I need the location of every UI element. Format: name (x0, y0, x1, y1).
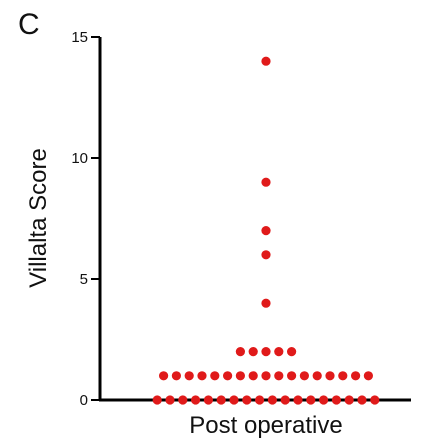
data-point (178, 395, 188, 405)
data-point (261, 56, 271, 66)
data-point (338, 371, 348, 381)
data-point (229, 395, 239, 405)
data-point (242, 395, 252, 405)
data-point (248, 371, 258, 381)
data-point (159, 371, 169, 381)
data-point (261, 250, 271, 260)
data-point (235, 371, 245, 381)
data-point (261, 298, 271, 308)
data-point (261, 177, 271, 187)
data-point (370, 395, 380, 405)
data-point (171, 371, 181, 381)
data-point (357, 395, 367, 405)
y-tick-label: 0 (80, 392, 88, 409)
data-point (261, 226, 271, 236)
data-point (293, 395, 303, 405)
y-axis-label: Villalta Score (25, 148, 52, 288)
data-point (351, 371, 361, 381)
data-point (280, 395, 290, 405)
data-points (152, 56, 380, 405)
data-point (363, 371, 373, 381)
data-point (274, 371, 284, 381)
data-point (203, 395, 213, 405)
data-point (306, 395, 316, 405)
data-point (267, 395, 277, 405)
data-point (312, 371, 322, 381)
data-point (248, 347, 258, 357)
data-point (235, 347, 245, 357)
y-axis: 0 5 10 15 (71, 29, 102, 409)
data-point (274, 347, 284, 357)
data-point (223, 371, 233, 381)
data-point (255, 395, 265, 405)
data-point (287, 371, 297, 381)
data-point (184, 371, 194, 381)
data-point (165, 395, 175, 405)
data-point (261, 347, 271, 357)
data-point (152, 395, 162, 405)
data-point (325, 371, 335, 381)
data-point (261, 371, 271, 381)
y-tick-label: 5 (80, 271, 88, 288)
data-point (191, 395, 201, 405)
data-point (197, 371, 207, 381)
y-tick-label: 15 (71, 29, 88, 46)
data-point (216, 395, 226, 405)
data-point (319, 395, 329, 405)
y-tick-label: 10 (71, 150, 88, 167)
x-category-label: Post operative (189, 412, 342, 439)
panel-label: C (18, 8, 40, 41)
data-point (299, 371, 309, 381)
data-point (210, 371, 220, 381)
data-point (287, 347, 297, 357)
data-point (344, 395, 354, 405)
data-point (331, 395, 341, 405)
